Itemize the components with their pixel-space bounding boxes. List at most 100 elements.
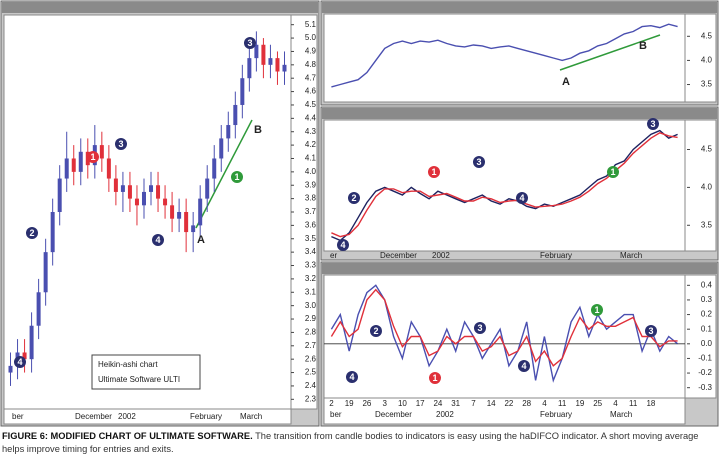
y-tick-label: 3.5 [701,220,713,229]
candle-body [127,185,132,199]
y-tick-label: 4.9 [305,47,317,56]
y-tick-label: 4.1 [305,154,317,163]
annotation-label: A [562,76,570,88]
period-label: 2002 [436,410,454,419]
y-tick-label: 4.4 [305,113,317,122]
period-label: er [330,251,337,260]
x-tick-label: 22 [504,399,513,408]
caption-title: FIGURE 6: MODIFIED CHART OF ULTIMATE SOF… [2,431,253,441]
x-tick-label: 2 [329,399,334,408]
x-tick-label: 19 [345,399,354,408]
annotation-label: 4 [521,361,526,371]
candle-body [141,191,146,206]
axis-strip [684,13,717,103]
y-tick-label: 3.5 [305,234,317,243]
period-label: 2002 [432,251,450,260]
candle-body [78,151,83,172]
candle-body [226,125,231,139]
title-bar [2,2,318,13]
label-box [91,354,201,390]
x-tick-label: 7 [471,399,476,408]
candle-body [184,212,189,233]
y-tick-label: -0.2 [698,368,712,377]
annotation-label: A [197,234,205,246]
y-tick-label: 2.6 [305,354,317,363]
annotation-label: B [254,124,262,136]
annotation-label: 1 [90,152,95,162]
candle-body [57,178,62,212]
annotation-marker [346,371,358,383]
period-label: December [375,410,412,419]
candle-body [29,325,34,360]
x-tick-label: 3 [382,399,387,408]
y-tick-label: 3.2 [305,274,317,283]
y-tick-label: 4.2 [305,140,317,149]
annotation-label: 3 [650,119,655,129]
period-label: March [620,251,642,260]
candle-body [198,198,203,226]
candle-body [275,58,280,72]
period-label: March [240,412,262,421]
y-tick-label: 4.5 [701,31,713,40]
candle-body [106,158,111,179]
title-bar [322,2,717,13]
date-strip [323,397,686,425]
annotation-label: 2 [351,193,356,203]
annotation-label: 1 [431,167,436,177]
candle-body [120,185,125,192]
trend-line [559,34,661,71]
annotation-marker [516,192,528,204]
candle-body [8,365,13,373]
annotation-label: 3 [118,139,123,149]
annotation-label: 1 [234,172,239,182]
candle-body [170,205,175,219]
candle-body [205,178,210,199]
annotation-marker [231,171,243,183]
annotation-label: 3 [477,323,482,333]
x-tick-label: 28 [522,399,531,408]
box-text: Heikin-ashi chart [98,360,158,369]
annotation-label: 4 [17,357,22,367]
y-tick-label: 4.0 [701,56,713,65]
y-tick-label: 4.3 [305,127,317,136]
y-tick-label: 4.5 [701,145,713,154]
annotation-label: 2 [29,228,34,238]
trend-line [195,119,253,229]
y-tick-label: 0.4 [701,280,713,289]
y-tick-label: 4.7 [305,73,317,82]
plot-area [323,274,686,399]
candle-body [64,158,69,179]
annotation-marker [87,151,99,163]
period-label: December [380,251,417,260]
candle-body [219,138,224,159]
candle-body [268,58,273,65]
candle-body [212,158,217,179]
y-tick-label: 3.1 [305,287,317,296]
y-tick-label: 2.7 [305,341,317,350]
annotation-marker [14,356,26,368]
candle-body [261,44,266,65]
date-strip [3,408,292,425]
series-line [330,288,678,367]
title-bar [322,108,717,119]
y-tick-label: 2.3 [305,394,317,403]
x-tick-label: 4 [542,399,547,408]
candle-body [156,185,161,199]
candle-body [177,212,182,219]
y-tick-label: -0.1 [698,354,712,363]
box-text: Ultimate Software ULTI [98,375,180,384]
x-tick-label: 18 [646,399,655,408]
annotation-label: 3 [648,326,653,336]
annotation-label: 3 [476,157,481,167]
x-tick-label: 26 [362,399,371,408]
annotation-marker [428,166,440,178]
annotation-marker [607,166,619,178]
candle-body [240,78,245,105]
candle-body [233,104,238,126]
y-tick-label: 5.1 [305,20,317,29]
y-tick-label: 4.6 [305,87,317,96]
x-tick-label: 14 [487,399,496,408]
y-tick-label: 2.9 [305,314,317,323]
y-tick-label: 5.0 [305,33,317,42]
annotation-marker [26,227,38,239]
